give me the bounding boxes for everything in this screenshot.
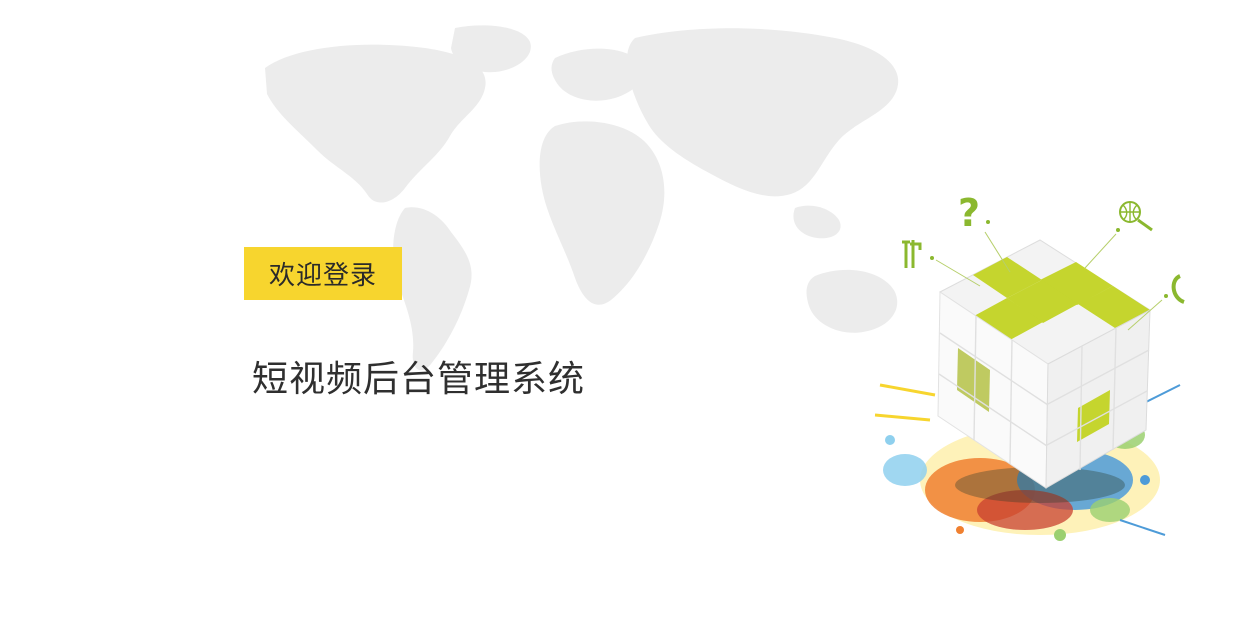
world-map-icon: [265, 25, 899, 371]
cube-illustration: ?: [874, 191, 1185, 541]
svg-text:?: ?: [958, 191, 980, 235]
system-title: 短视频后台管理系统: [252, 359, 586, 400]
globe-search-icon: [1084, 201, 1153, 269]
question-mark-icon: ?: [958, 191, 1011, 273]
tools-icon: [902, 240, 981, 287]
welcome-badge: 欢迎登录: [244, 247, 402, 300]
phone-icon: [1127, 274, 1185, 331]
